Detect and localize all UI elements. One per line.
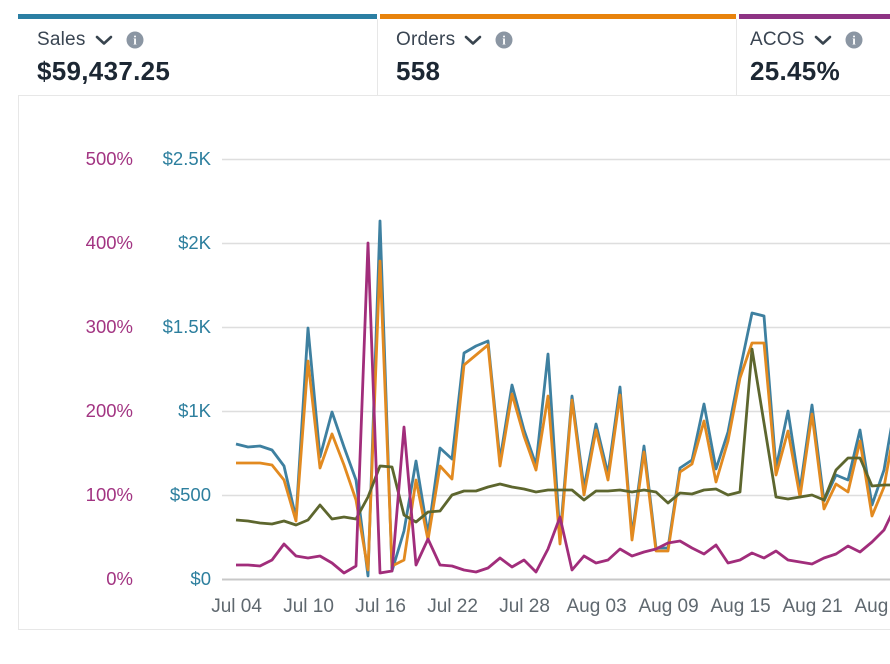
svg-text:$1.5K: $1.5K	[163, 316, 212, 337]
svg-text:Aug 21: Aug 21	[782, 596, 842, 617]
svg-text:300%: 300%	[86, 316, 133, 337]
svg-text:i: i	[133, 33, 137, 47]
svg-text:Aug 15: Aug 15	[710, 596, 770, 617]
svg-text:$2K: $2K	[178, 232, 212, 253]
svg-text:Jul 28: Jul 28	[499, 596, 550, 617]
svg-text:200%: 200%	[86, 400, 133, 421]
svg-text:$500: $500	[170, 484, 211, 505]
svg-text:i: i	[503, 33, 507, 47]
svg-text:500%: 500%	[86, 148, 133, 169]
svg-text:400%: 400%	[86, 232, 133, 253]
svg-text:Jul 16: Jul 16	[355, 596, 406, 617]
svg-text:100%: 100%	[86, 484, 133, 505]
svg-text:Jul 22: Jul 22	[427, 596, 478, 617]
svg-text:$0: $0	[190, 568, 211, 589]
svg-text:Aug 27: Aug 27	[854, 596, 890, 617]
svg-text:$2.5K: $2.5K	[163, 148, 212, 169]
svg-text:Aug 03: Aug 03	[566, 596, 626, 617]
svg-text:Aug 09: Aug 09	[638, 596, 698, 617]
svg-text:0%: 0%	[106, 568, 133, 589]
svg-text:i: i	[852, 33, 856, 47]
svg-text:$1K: $1K	[178, 400, 212, 421]
svg-text:Jul 04: Jul 04	[211, 596, 262, 617]
svg-text:Jul 10: Jul 10	[283, 596, 334, 617]
